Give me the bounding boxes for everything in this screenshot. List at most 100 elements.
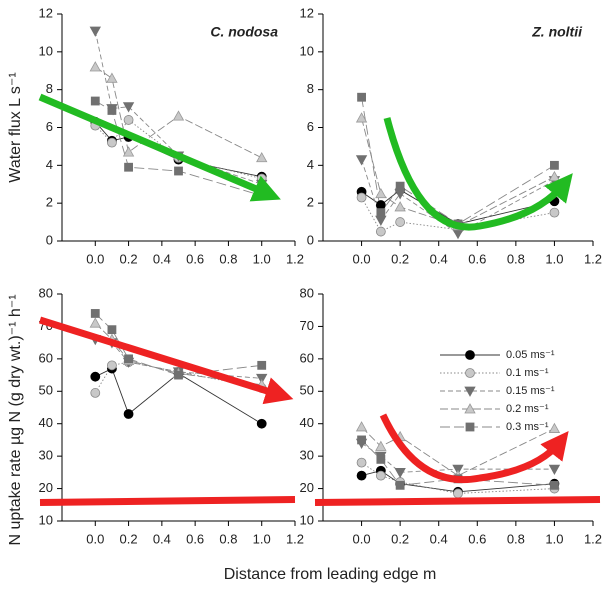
point	[549, 207, 560, 218]
x-tick-label: 1.2	[286, 251, 304, 266]
y-tick-label: 70	[300, 318, 314, 333]
y-tick-label: 40	[39, 415, 53, 430]
point	[90, 309, 100, 318]
trend-arrow	[38, 93, 281, 202]
point	[174, 370, 183, 380]
x-tick-label: 0.2	[391, 251, 409, 266]
y-tick-label: 30	[39, 448, 53, 463]
point	[395, 181, 405, 191]
y-tick-label: 2	[307, 195, 314, 210]
legend-marker	[464, 386, 476, 397]
x-tick-label: 0.0	[353, 251, 371, 266]
point	[452, 464, 464, 475]
x-tick-label: 1.0	[545, 251, 563, 266]
trend-arrow	[379, 413, 569, 484]
point	[90, 371, 101, 382]
y-tick-label: 80	[300, 285, 314, 300]
y-tick-label: 4	[307, 157, 314, 172]
point	[452, 229, 464, 240]
point	[107, 137, 117, 148]
x-tick-label: 1.0	[253, 251, 271, 266]
point	[375, 215, 387, 227]
y-tick-label: 10	[39, 512, 53, 527]
point	[375, 200, 386, 210]
legend-label: 0.05 ms⁻¹	[506, 349, 555, 361]
point	[356, 457, 367, 468]
y-tick-label: 0	[307, 232, 314, 247]
reference-line	[39, 496, 296, 507]
y-tick-label: 8	[307, 81, 314, 96]
point	[90, 96, 100, 106]
y-tick-label: 10	[300, 43, 314, 58]
point	[122, 146, 135, 157]
legend-label: 0.2 ms⁻¹	[506, 403, 549, 415]
legend-marker	[465, 350, 475, 360]
point	[550, 480, 559, 490]
point	[394, 201, 406, 212]
y-tick-label: 4	[46, 157, 53, 172]
point	[376, 454, 386, 464]
point	[356, 470, 367, 481]
legend-marker	[465, 422, 475, 432]
point	[256, 418, 267, 429]
point	[106, 72, 118, 83]
y-tick-label: 2	[46, 195, 53, 210]
x-axis-label: Distance from leading edge m	[224, 566, 437, 583]
trend-arrow	[383, 117, 573, 231]
x-tick-label: 0.2	[120, 251, 138, 266]
x-tick-label: 0.6	[468, 251, 486, 266]
point	[357, 92, 366, 102]
y-tick-label: 60	[300, 350, 314, 365]
legend-label: 0.15 ms⁻¹	[506, 385, 555, 397]
legend-marker	[464, 403, 476, 414]
point	[355, 421, 368, 432]
y-tick-label: 40	[300, 415, 314, 430]
point	[376, 208, 386, 218]
x-tick-label: 1.2	[584, 531, 602, 546]
point	[550, 160, 559, 170]
y-tick-label: 12	[300, 5, 314, 20]
point	[355, 112, 368, 123]
panel: 0 2 4 6 8 10 12 0.0 0.2 0.4 0.6 0.8 1.0 1.2 Z. noltii	[300, 5, 603, 266]
trend-arrow	[38, 316, 294, 405]
panel: 0 2 4 6 8 10 12 0.0 0.2 0.4 0.6 0.8 1.0 1.2 C. nodosa W…	[7, 5, 304, 266]
point	[395, 217, 406, 227]
point	[375, 470, 386, 481]
point	[453, 488, 463, 499]
y-tick-label: 50	[300, 383, 314, 398]
point	[107, 360, 117, 371]
y-tick-label: 30	[300, 448, 314, 463]
point	[394, 467, 406, 479]
x-tick-label: 1.2	[286, 531, 304, 546]
x-tick-label: 1.0	[545, 531, 563, 546]
point	[395, 480, 405, 490]
point	[124, 354, 133, 364]
point	[375, 187, 387, 199]
point	[548, 464, 561, 475]
series-line	[361, 97, 555, 225]
point	[123, 409, 134, 419]
y-tick-label: 60	[39, 350, 53, 365]
y-axis-label: N uptake rate µg N (g dry wt.)⁻¹ h⁻¹	[7, 294, 24, 545]
y-tick-label: 10	[39, 43, 53, 58]
series-line	[361, 462, 555, 494]
legend-marker	[465, 368, 475, 378]
x-tick-label: 0.4	[153, 531, 171, 546]
panel-title: Z. noltii	[531, 24, 583, 40]
point	[123, 115, 134, 125]
y-tick-label: 50	[39, 383, 53, 398]
y-tick-label: 20	[300, 480, 314, 495]
y-tick-label: 6	[46, 119, 53, 134]
y-tick-label: 8	[46, 81, 53, 96]
point	[257, 360, 267, 370]
x-tick-label: 0.4	[430, 531, 448, 546]
legend-label: 0.3 ms⁻¹	[506, 421, 549, 433]
y-axis-label: Water flux L s⁻¹	[7, 72, 24, 182]
x-tick-label: 0.8	[219, 251, 237, 266]
point	[122, 102, 135, 113]
x-tick-label: 0.8	[507, 531, 525, 546]
point	[107, 325, 117, 335]
point	[89, 317, 101, 328]
point	[89, 61, 101, 72]
